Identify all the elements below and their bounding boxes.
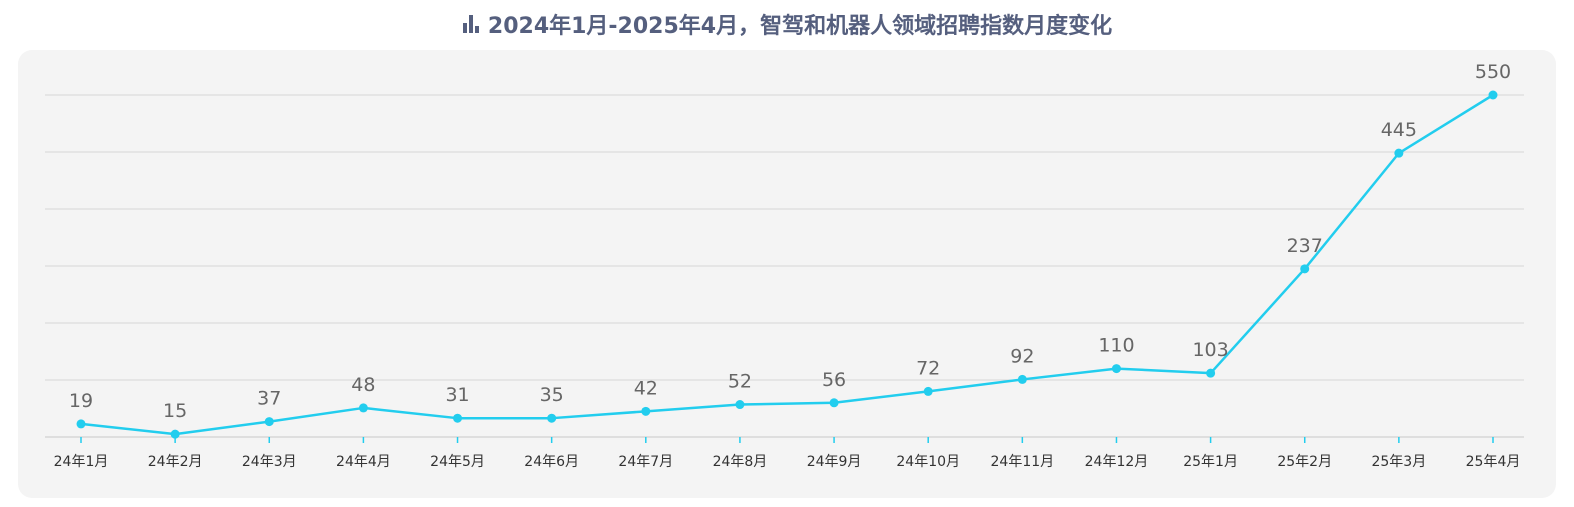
x-tick-label: 24年7月 [618, 454, 673, 470]
x-tick-label: 25年2月 [1277, 454, 1332, 470]
bar-chart-icon [462, 15, 480, 33]
x-tick-label: 24年11月 [991, 454, 1055, 470]
x-tick-label: 24年1月 [54, 454, 109, 470]
data-point [76, 419, 86, 429]
chart-title-row: 2024年1月-2025年4月，智驾和机器人领域招聘指数月度变化 [0, 8, 1574, 40]
data-label: 15 [163, 400, 187, 422]
data-point [735, 400, 745, 410]
x-tick-label: 24年12月 [1085, 454, 1149, 470]
data-point [547, 413, 557, 423]
data-label: 110 [1098, 335, 1134, 357]
x-tick-label: 24年8月 [713, 454, 768, 470]
x-tick-label: 24年10月 [896, 454, 960, 470]
data-label: 42 [634, 377, 658, 399]
x-tick-label: 24年5月 [430, 454, 485, 470]
data-point [1017, 374, 1027, 384]
x-tick-label: 25年4月 [1466, 454, 1521, 470]
x-tick-label: 24年6月 [524, 454, 579, 470]
data-point [264, 417, 274, 427]
data-point [1111, 364, 1121, 374]
data-label: 550 [1475, 61, 1511, 83]
x-tick-label: 24年2月 [148, 454, 203, 470]
x-tick-label: 24年9月 [807, 454, 862, 470]
data-label: 31 [445, 384, 469, 406]
data-point [923, 386, 933, 396]
data-label: 52 [728, 371, 752, 393]
data-point [170, 429, 180, 439]
data-point [1300, 264, 1310, 274]
x-tick-label: 25年3月 [1371, 454, 1426, 470]
data-point [1394, 148, 1404, 158]
data-label: 72 [916, 357, 940, 379]
data-point [358, 403, 368, 413]
data-point [829, 398, 839, 408]
data-label: 48 [351, 374, 375, 396]
data-label: 35 [540, 384, 564, 406]
x-tick-label: 24年4月 [336, 454, 391, 470]
chart-title: 2024年1月-2025年4月，智驾和机器人领域招聘指数月度变化 [487, 14, 1113, 39]
data-label: 56 [822, 369, 846, 391]
data-label: 445 [1381, 119, 1417, 141]
data-label: 37 [257, 388, 281, 410]
data-label: 19 [69, 390, 93, 412]
data-label: 103 [1192, 339, 1228, 361]
data-point [453, 413, 463, 423]
data-label: 237 [1287, 235, 1323, 257]
x-tick-label: 25年1月 [1183, 454, 1238, 470]
data-label: 92 [1010, 345, 1034, 367]
x-tick-label: 24年3月 [242, 454, 297, 470]
data-point [1206, 368, 1216, 378]
series-line [80, 93, 1494, 436]
data-point [1488, 90, 1498, 100]
data-point [641, 406, 651, 416]
